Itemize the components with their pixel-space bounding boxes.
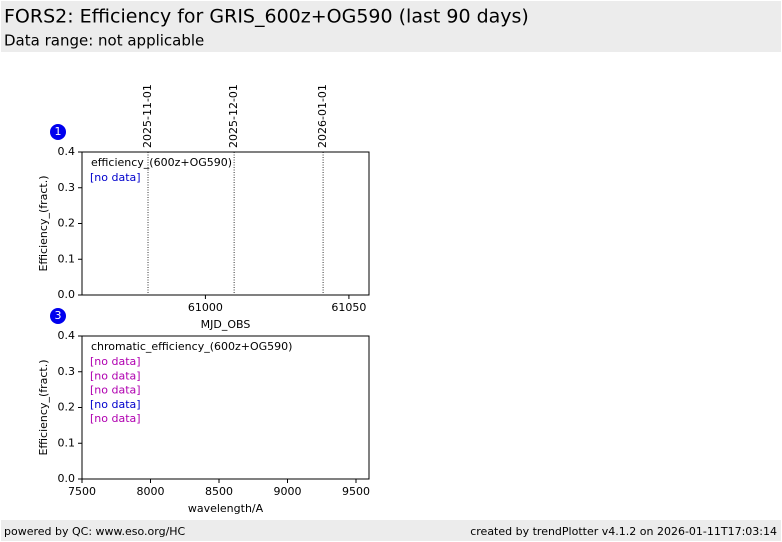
footer-left: powered by QC: www.eso.org/HC	[4, 525, 186, 538]
no-data-note: [no data]	[90, 412, 141, 425]
y-tick-label: 0.2	[58, 401, 76, 414]
panel-badge	[50, 308, 66, 324]
y-tick-label: 0.4	[58, 145, 76, 158]
footer-band	[1, 520, 781, 541]
x-axis-label: wavelength/A	[188, 502, 264, 515]
x-tick-label: 9500	[342, 485, 370, 498]
x-tick-label: 8500	[205, 485, 233, 498]
x-tick-label: 61000	[188, 301, 223, 314]
y-tick-label: 0.3	[58, 181, 76, 194]
panel-number: 3	[55, 309, 62, 322]
y-tick-label: 0.1	[58, 436, 76, 449]
date-label: 2025-12-01	[227, 84, 240, 148]
x-tick-label: 9000	[273, 485, 301, 498]
date-label: 2025-11-01	[141, 84, 154, 148]
panel-number: 1	[55, 125, 62, 138]
y-tick-label: 0.0	[58, 472, 76, 485]
x-tick-label: 7500	[68, 485, 96, 498]
header-band	[1, 1, 781, 52]
no-data-note: [no data]	[90, 171, 141, 184]
y-tick-label: 0.1	[58, 252, 76, 265]
y-axis-label: Efficiency_(fract.)	[37, 359, 50, 455]
date-label: 2026-01-01	[316, 84, 329, 148]
y-tick-label: 0.0	[58, 288, 76, 301]
legend-title: efficiency_(600z+OG590)	[91, 156, 232, 169]
x-axis-label: MJD_OBS	[201, 318, 251, 331]
footer-right: created by trendPlotter v4.1.2 on 2026-0…	[470, 525, 777, 538]
page-title: FORS2: Efficiency for GRIS_600z+OG590 (l…	[4, 6, 529, 28]
legend-title: chromatic_efficiency_(600z+OG590)	[91, 340, 292, 353]
x-tick-label: 8000	[136, 485, 164, 498]
y-tick-label: 0.4	[58, 329, 76, 342]
no-data-note: [no data]	[90, 398, 141, 411]
panel-badge	[50, 124, 66, 140]
page-subtitle: Data range: not applicable	[4, 32, 204, 50]
no-data-note: [no data]	[90, 355, 141, 368]
no-data-note: [no data]	[90, 369, 141, 382]
no-data-note: [no data]	[90, 384, 141, 397]
x-tick-label: 61050	[331, 301, 366, 314]
y-tick-label: 0.2	[58, 217, 76, 230]
y-axis-label: Efficiency_(fract.)	[37, 175, 50, 271]
y-tick-label: 0.3	[58, 365, 76, 378]
